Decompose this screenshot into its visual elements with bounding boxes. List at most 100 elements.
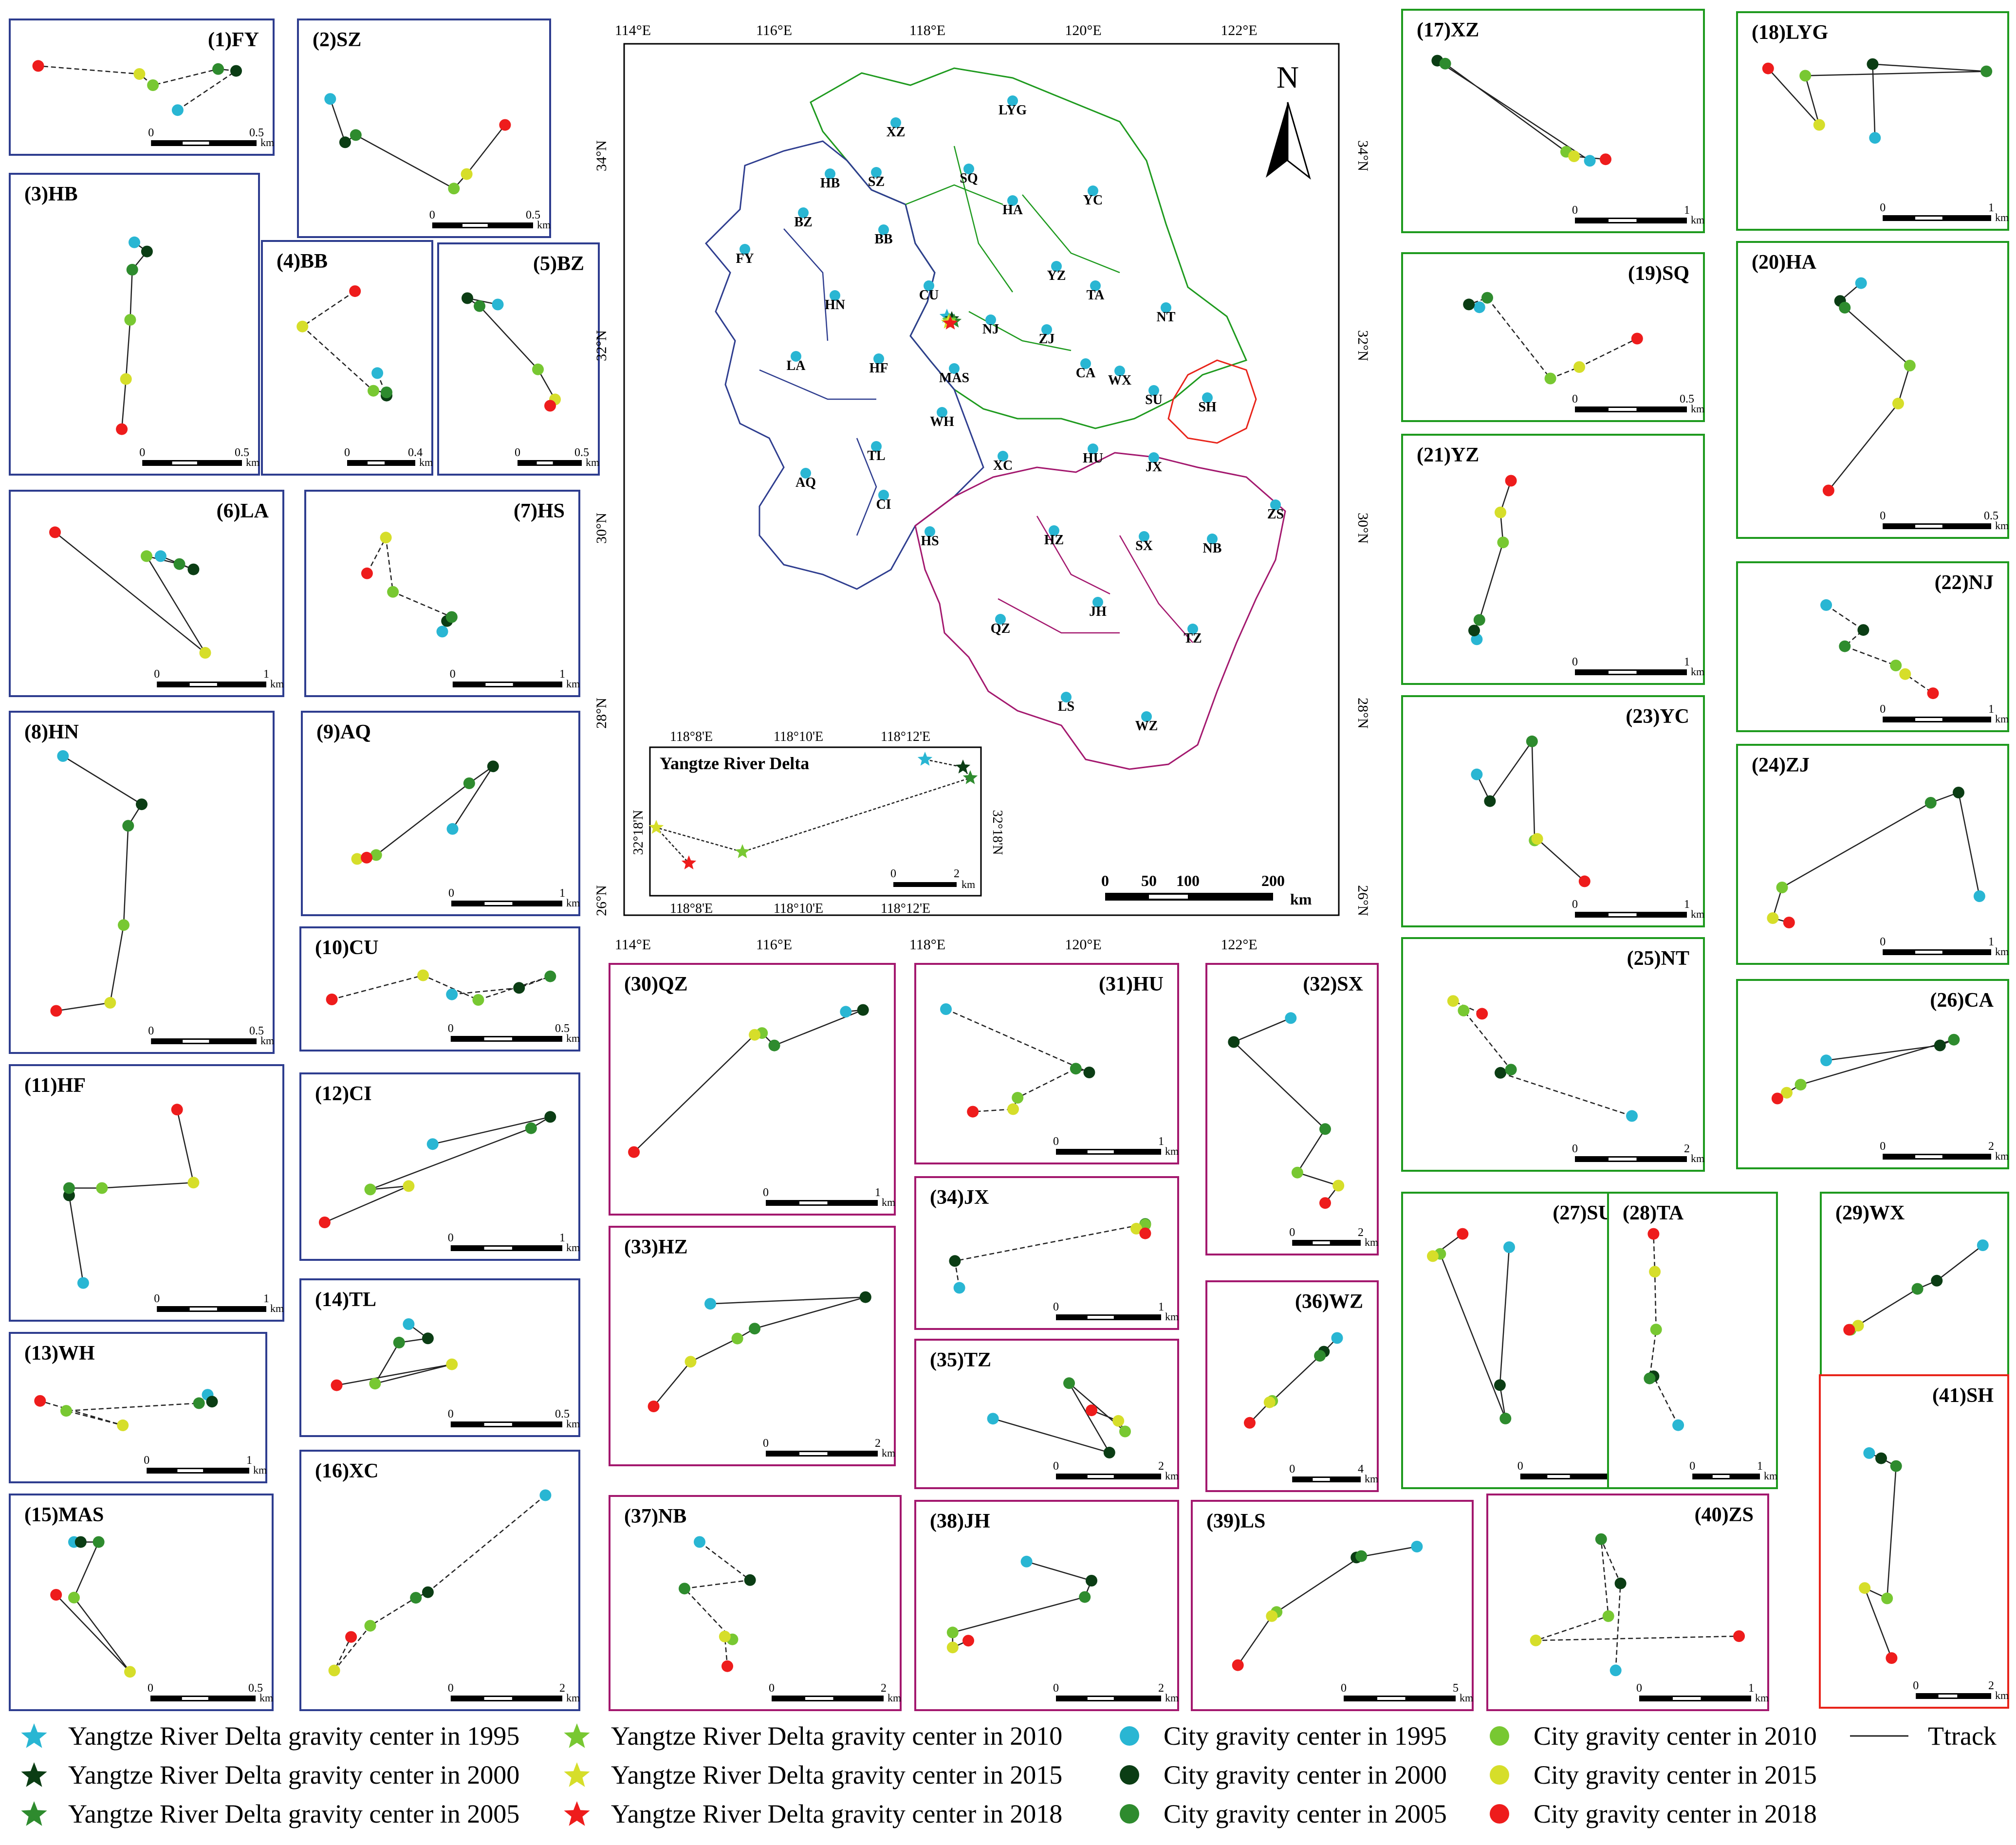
city-label: SQ — [960, 171, 978, 186]
scale-tick: 0 — [1880, 936, 1886, 948]
gravity-center-2005 — [63, 1182, 75, 1194]
panel-frame — [1736, 11, 2009, 231]
panel-title: (30)QZ — [624, 973, 688, 996]
scale-bar — [1105, 893, 1273, 901]
scale-unit: km — [1995, 211, 2009, 223]
gravity-center-2018 — [1476, 1008, 1488, 1020]
gravity-center-2005 — [1355, 1550, 1368, 1562]
ryd-gravity-star-2005 — [962, 770, 978, 784]
scale-unit: km — [1691, 214, 1704, 226]
scale-tick: 1 — [1684, 656, 1690, 668]
gravity-center-1995 — [1285, 1012, 1297, 1024]
panel-frame — [1401, 1192, 1628, 1489]
gravity-center-2015 — [133, 68, 146, 80]
city-gravity-dot — [924, 280, 934, 291]
lat-label: 32°N — [593, 330, 610, 361]
panel-26ca: (26)CA 0 2km — [1736, 979, 2009, 1169]
scale-bar-gap — [1609, 219, 1637, 222]
panel-frame — [1736, 979, 2009, 1169]
city-gravity-dot — [1270, 499, 1281, 510]
city-label: HA — [1002, 203, 1023, 218]
gravity-center-2000 — [1494, 1379, 1506, 1391]
panel-frame — [1736, 744, 2009, 965]
gravity-center-2005 — [381, 387, 392, 398]
scale-unit: km — [962, 878, 975, 890]
gravity-center-2010 — [731, 1332, 743, 1345]
scale-tick: 0 — [1053, 1135, 1059, 1148]
city-label: CI — [876, 497, 891, 512]
scale-tick: 0 — [1572, 393, 1578, 406]
gravity-center-2005 — [1439, 57, 1451, 70]
gravity-center-2005 — [173, 558, 185, 570]
gravity-center-2015 — [1495, 506, 1506, 518]
gravity-center-2000 — [187, 563, 200, 575]
figure-canvas: (1)FY0 0.5km(2)SZ0 0.5km(3)HB0 0.5km(4)BB0 0… — [9, 9, 2009, 1711]
dot-icon — [1115, 1721, 1144, 1751]
panel-title: (6)LA — [217, 500, 269, 522]
gravity-center-1995 — [77, 1277, 89, 1289]
gravity-center-2015 — [684, 1356, 697, 1368]
legend-label: Ttrack — [1928, 1721, 1997, 1751]
gravity-center-2018 — [499, 119, 511, 131]
scale-unit: km — [260, 136, 274, 148]
gravity-center-2015 — [296, 320, 309, 332]
gravity-center-2015 — [403, 1180, 415, 1192]
scale-bar-gap — [1377, 1697, 1406, 1700]
gravity-center-2018 — [361, 851, 373, 864]
gravity-center-1995 — [1411, 1541, 1423, 1552]
gravity-center-1995 — [1820, 1054, 1832, 1067]
gravity-center-2018 — [171, 1104, 183, 1116]
scale-tick: 2 — [1358, 1226, 1364, 1239]
panel-title: (5)BZ — [533, 253, 584, 275]
star-icon — [19, 1760, 49, 1790]
trajectory-line — [324, 1116, 551, 1223]
scale-tick: 0 — [154, 668, 160, 681]
panel-title: (28)TA — [1623, 1202, 1684, 1224]
panel-frame — [301, 711, 580, 916]
gravity-center-2018 — [331, 1379, 343, 1391]
panel-title: (22)NJ — [1935, 572, 1994, 594]
gravity-center-2018 — [1733, 1630, 1745, 1642]
gravity-center-2018 — [49, 526, 61, 538]
legend-item: Yangtze River Delta gravity center in 19… — [19, 1721, 519, 1751]
gravity-center-2015 — [446, 1358, 458, 1370]
gravity-center-1995 — [539, 1489, 552, 1501]
scale-bar-gap — [1609, 1158, 1637, 1161]
gravity-center-2018 — [1578, 875, 1591, 887]
gravity-center-2015 — [380, 532, 392, 544]
panel-frame — [9, 1064, 284, 1322]
panel-frame — [261, 240, 433, 476]
gravity-center-2015 — [1813, 119, 1825, 131]
gravity-center-2005 — [410, 1592, 422, 1604]
gravity-center-2018 — [326, 994, 338, 1005]
gravity-center-2010 — [364, 1620, 376, 1632]
panel-frame — [1607, 1192, 1778, 1489]
scale-tick: 1 — [1684, 898, 1690, 911]
panel-37nb: (37)NB 0 2km — [609, 1495, 902, 1711]
scale-tick: 0 — [1053, 1301, 1059, 1313]
gravity-center-2018 — [1244, 1417, 1256, 1429]
ryd-gravity-star-2015 — [648, 820, 664, 834]
lon-label: 114°E — [615, 22, 651, 38]
gravity-center-2000 — [1468, 625, 1480, 637]
panel-frame — [1401, 695, 1705, 927]
scale-unit: km — [1691, 403, 1704, 415]
panel-10cu: (10)CU 0 0.5km — [299, 926, 580, 1052]
scale-tick: 0.5 — [248, 1682, 263, 1695]
city-label: XC — [993, 458, 1013, 473]
city-gravity-dot — [985, 314, 996, 325]
gravity-center-2015 — [117, 1419, 129, 1431]
gravity-center-2018 — [1600, 153, 1611, 166]
scale-tick: 1 — [559, 1232, 565, 1244]
gravity-center-2000 — [422, 1332, 434, 1345]
scale-bar-gap — [1712, 1475, 1730, 1478]
city-label: BZ — [794, 215, 812, 230]
city-label: LA — [787, 358, 806, 373]
gravity-center-2000 — [513, 982, 525, 994]
panel-21yz: (21)YZ 0 1km — [1401, 434, 1705, 685]
city-label: ZJ — [1039, 332, 1055, 347]
trajectory-line — [333, 1494, 546, 1671]
city-gravity-dot — [1041, 324, 1052, 335]
gravity-center-1995 — [1855, 277, 1867, 289]
scale-tick: 0 — [1880, 510, 1886, 522]
